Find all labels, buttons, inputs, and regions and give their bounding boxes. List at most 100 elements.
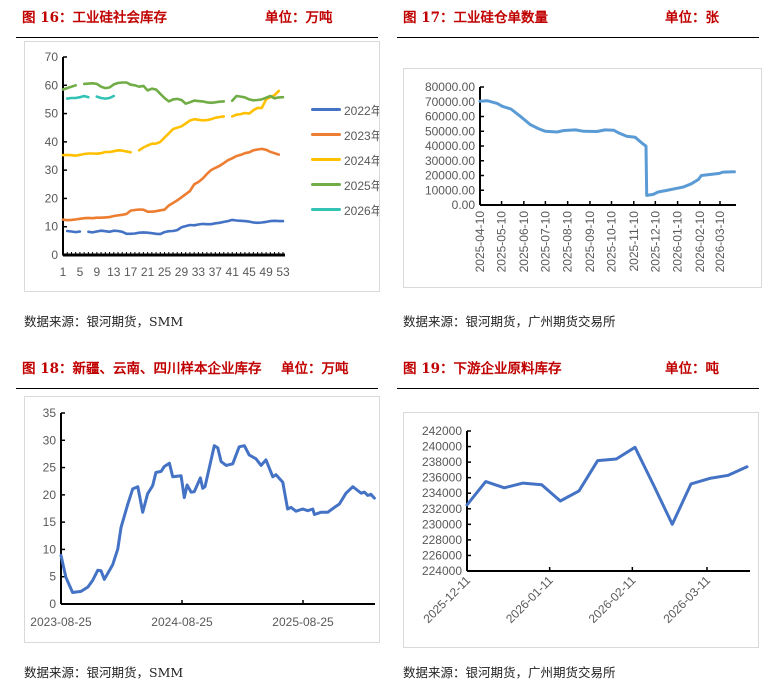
y-tick-label: 0 (51, 248, 58, 262)
fig18-unit: 单位：万吨 (281, 361, 349, 377)
y-tick-label: 20 (43, 488, 57, 502)
y-tick-label: 40000.00 (425, 139, 475, 153)
series-仓单 (478, 99, 736, 197)
fig18-chart: 0 5 10 15 20 25 30 35 2023-08-25 2024-08-25 2025-0… (30, 406, 376, 629)
legend-label: 2022年 (344, 104, 380, 118)
y-tick-label: 234000 (422, 486, 462, 500)
y-tick-label: 10 (43, 542, 57, 556)
x-tick-label: 2026-02-10 (693, 211, 707, 273)
y-tick-label: 230000 (422, 517, 462, 531)
fig16-unit: 单位：万吨 (265, 10, 333, 26)
series-原料库存 (465, 445, 749, 526)
x-tick-label: 2025-12-11 (420, 573, 473, 626)
x-tick-label: 25 (158, 265, 172, 279)
y-tick-label: 30 (45, 163, 59, 177)
series-2023年 (61, 147, 281, 222)
fig17-rule (397, 37, 759, 38)
x-tick-label: 29 (175, 265, 189, 279)
fig16-source: 数据来源：银河期货，SMM (24, 314, 184, 329)
x-tick-label: 2025-06-10 (517, 211, 531, 273)
y-tick-label: 228000 (422, 533, 462, 547)
series-line-segment (65, 94, 90, 100)
x-tick-label: 2026-02-11 (586, 573, 639, 626)
x-tick-label: 2025-08-10 (561, 211, 575, 273)
x-tick-label: 2025-10-10 (604, 211, 618, 273)
series-line-segment (82, 81, 226, 106)
fig17-title: 图 17：工业硅仓单数量 (403, 10, 548, 26)
x-tick-label: 41 (226, 265, 240, 279)
series-line-segment (230, 94, 285, 103)
legend-swatch (311, 183, 341, 186)
x-tick-label: 2023-08-25 (30, 615, 92, 629)
legend-swatch (311, 208, 341, 211)
fig17-unit: 单位：张 (665, 10, 719, 26)
y-tick-label: 25 (43, 461, 57, 475)
series-line-segment (465, 445, 749, 526)
fig17-chart-panel: 0.00 10000.00 20000.00 30000.00 40000.00 5000… (403, 68, 762, 288)
y-tick-label: 232000 (422, 502, 462, 516)
fig16-title: 图 16：工业硅社会库存 (22, 10, 167, 26)
y-tick-label: 10 (45, 220, 59, 234)
series-样本企业库存 (59, 444, 376, 594)
legend-label: 2023年 (344, 129, 380, 143)
x-tick-label: 37 (209, 265, 223, 279)
y-tick-label: 236000 (422, 471, 462, 485)
fig18-title: 图 18：新疆、云南、四川样本企业库存 (22, 361, 262, 377)
series-2022年 (65, 218, 285, 236)
x-tick-label: 2025-09-10 (583, 211, 597, 273)
y-tick-label: 10000.00 (425, 183, 475, 197)
fig19-rule (397, 388, 759, 389)
x-tick-label: 13 (107, 265, 121, 279)
legend-swatch (311, 133, 341, 136)
x-tick-label: 33 (192, 265, 206, 279)
y-tick-label: 40 (45, 135, 59, 149)
y-tick-label: 0.00 (452, 198, 476, 212)
y-tick-label: 20 (45, 191, 59, 205)
legend-swatch (311, 158, 341, 161)
x-tick-label: 2025-07-10 (538, 211, 552, 273)
x-tick-label: 1 (60, 265, 67, 279)
x-tick-label: 2025-11-10 (627, 211, 641, 272)
series-line-segment (87, 218, 285, 236)
fig16-chart-panel: 0 10 20 30 40 50 60 70 1 5 9 13 17 21 25 29 33 37 41 45 49 53… (24, 41, 380, 292)
series-line-segment (61, 149, 132, 157)
y-tick-label: 50000.00 (425, 124, 475, 138)
fig17-source: 数据来源：银河期货，广州期货交易所 (403, 314, 616, 329)
x-tick-label: 5 (77, 265, 84, 279)
x-tick-label: 2025-05-10 (495, 211, 509, 273)
y-tick-label: 30 (43, 433, 57, 447)
x-tick-label: 2026-03-11 (660, 573, 713, 626)
series-line-segment (95, 94, 116, 100)
x-tick-label: 2024-08-25 (151, 615, 213, 629)
series-line-segment (137, 115, 226, 152)
x-tick-label: 21 (141, 265, 155, 279)
fig18-source: 数据来源：银河期货，SMM (24, 665, 184, 680)
series-line-segment (478, 99, 736, 197)
y-tick-label: 30000.00 (425, 154, 475, 168)
y-tick-label: 50 (45, 107, 59, 121)
y-tick-label: 224000 (422, 564, 462, 578)
fig16-chart: 0 10 20 30 40 50 60 70 1 5 9 13 17 21 25 29 33 37 41 45 49 53 (45, 50, 290, 279)
y-tick-label: 15 (43, 515, 57, 529)
series-line-segment (61, 83, 78, 91)
y-tick-label: 80000.00 (425, 80, 475, 94)
fig16-rule (16, 37, 378, 38)
series-2026年 (65, 94, 116, 100)
series-line-segment (65, 229, 82, 234)
y-tick-label: 60000.00 (425, 110, 475, 124)
fig18-rule (16, 388, 378, 389)
legend-label: 2024年 (344, 154, 380, 168)
y-tick-label: 70 (45, 50, 59, 64)
fig19-unit: 单位：吨 (665, 361, 719, 377)
fig17-chart: 0.0010000.0020000.0030000.0040000.005000… (425, 80, 736, 273)
y-tick-label: 5 (49, 570, 56, 584)
x-tick-label: 2025-12-10 (648, 211, 662, 273)
x-tick-label: 2026-01-11 (503, 573, 556, 626)
y-tick-label: 60 (45, 78, 59, 92)
x-tick-label: 2025-08-25 (272, 615, 334, 629)
legend-label: 2026年 (344, 204, 380, 218)
y-tick-label: 20000.00 (425, 169, 475, 183)
y-tick-label: 242000 (422, 424, 462, 438)
y-tick-label: 0 (49, 597, 56, 611)
